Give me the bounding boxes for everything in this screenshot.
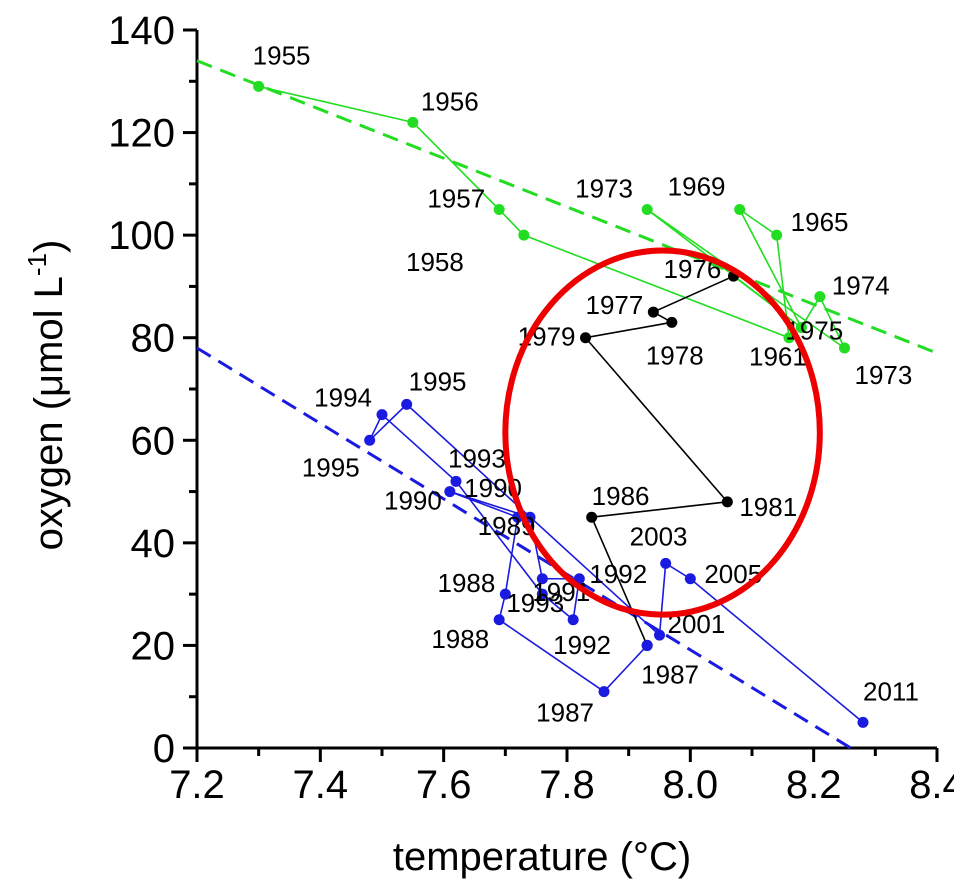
y-axis-title-main: oxygen (μmol L [27, 276, 71, 550]
blue-data-point [654, 629, 665, 641]
blue-data-point [641, 639, 653, 651]
blue-trend-line [196, 346, 852, 750]
blue-data-point [499, 588, 511, 600]
blue-data-point [684, 573, 696, 585]
x-tick-label: 7.4 [293, 763, 349, 807]
year-label: 1955 [253, 40, 311, 70]
highlight-ellipse-layer [502, 247, 823, 618]
black-series-line [583, 275, 734, 646]
year-label: 1977 [585, 290, 643, 320]
green-data-point [407, 116, 419, 128]
x-axis-title: temperature (°C) [393, 835, 691, 879]
y-tick-label: 20 [131, 624, 176, 668]
green-data-point [493, 204, 505, 215]
x-tick-label: 7.8 [539, 763, 595, 807]
x-tick-label: 8.2 [786, 763, 842, 807]
year-label: 1992 [589, 559, 647, 589]
year-label: 1965 [791, 207, 849, 237]
green-data-point [734, 204, 746, 215]
green-data-point [839, 342, 850, 354]
year-label: 2003 [630, 521, 688, 551]
black-data-point [647, 306, 659, 318]
year-label: 1994 [314, 383, 372, 413]
year-label: 1973 [575, 174, 633, 204]
green-series-line [258, 85, 847, 351]
blue-data-point [567, 614, 579, 626]
green-data-point [795, 321, 807, 333]
blue-data-point [450, 475, 462, 487]
year-label: 1995 [409, 366, 467, 396]
year-label: 1991 [532, 577, 590, 607]
black-data-point [586, 511, 598, 523]
year-label: 1988 [437, 568, 495, 598]
year-label: 1969 [668, 172, 726, 202]
y-axis-title-close: ) [27, 240, 71, 253]
x-tick-label: 7.2 [169, 763, 225, 807]
year-label: 1993 [448, 443, 506, 473]
blue-data-point [376, 409, 388, 421]
green-trend-line [196, 59, 938, 355]
year-label: 2011 [863, 676, 919, 706]
green-data-point [783, 332, 795, 344]
year-label: 1986 [592, 481, 650, 511]
year-label: 1987 [641, 659, 699, 689]
year-label: 1995 [302, 452, 360, 482]
year-label: 1992 [553, 630, 611, 660]
highlight-ellipse [502, 247, 823, 618]
year-label: 1981 [739, 492, 797, 522]
y-tick-label: 100 [108, 214, 175, 258]
x-tick-label: 8.4 [909, 763, 954, 807]
point-labels: 1955 1956 1957 1958 1961 1965 1969 1973 1973 1974… [253, 40, 919, 727]
green-data-point [814, 291, 826, 303]
year-label: 1974 [832, 271, 890, 301]
blue-data-point [536, 573, 548, 585]
green-data-point [253, 80, 265, 92]
year-label: 1956 [421, 86, 479, 116]
blue-data-point [857, 716, 869, 728]
year-label: 1961 [749, 342, 807, 372]
year-label: 1958 [406, 247, 464, 277]
y-tick-label: 40 [131, 522, 176, 566]
blue-data-point [364, 434, 376, 446]
black-data-point [666, 316, 678, 328]
y-tick-label: 80 [131, 317, 176, 361]
blue-data-point [493, 614, 505, 626]
trend-lines [196, 59, 938, 750]
x-tick-label: 7.6 [416, 763, 472, 807]
y-tick-label: 120 [108, 112, 175, 156]
blue-data-point [536, 588, 548, 600]
year-label: 1957 [427, 184, 485, 214]
green-data-point [641, 204, 653, 215]
series-points [253, 80, 869, 728]
blue-data-point [598, 686, 610, 698]
year-label: 1973 [855, 360, 913, 390]
year-label: 1990 [384, 486, 442, 516]
black-data-point [580, 332, 591, 344]
tick-labels: 0 20 40 60 80 100 120 140 7.2 7.4 7.6 7.8 8.0 8.2 8.4 [108, 9, 954, 807]
y-tick-label: 0 [153, 727, 175, 771]
y-tick-label: 140 [108, 9, 175, 53]
blue-data-point [660, 557, 672, 569]
blue-data-point [401, 398, 413, 410]
green-data-point [518, 229, 530, 241]
blue-data-point [444, 486, 456, 498]
green-data-point [771, 229, 783, 241]
black-data-point [721, 496, 733, 508]
year-label: 1987 [536, 698, 594, 728]
y-axis-title: oxygen (μmol L-1) [22, 240, 71, 551]
year-label: 1988 [431, 624, 489, 654]
y-tick-label: 60 [131, 419, 176, 463]
y-axis-title-superscript: -1 [22, 253, 52, 276]
axes [183, 28, 939, 762]
x-tick-label: 8.0 [663, 763, 719, 807]
year-label: 1978 [646, 340, 704, 370]
year-label: 1993 [506, 588, 564, 618]
